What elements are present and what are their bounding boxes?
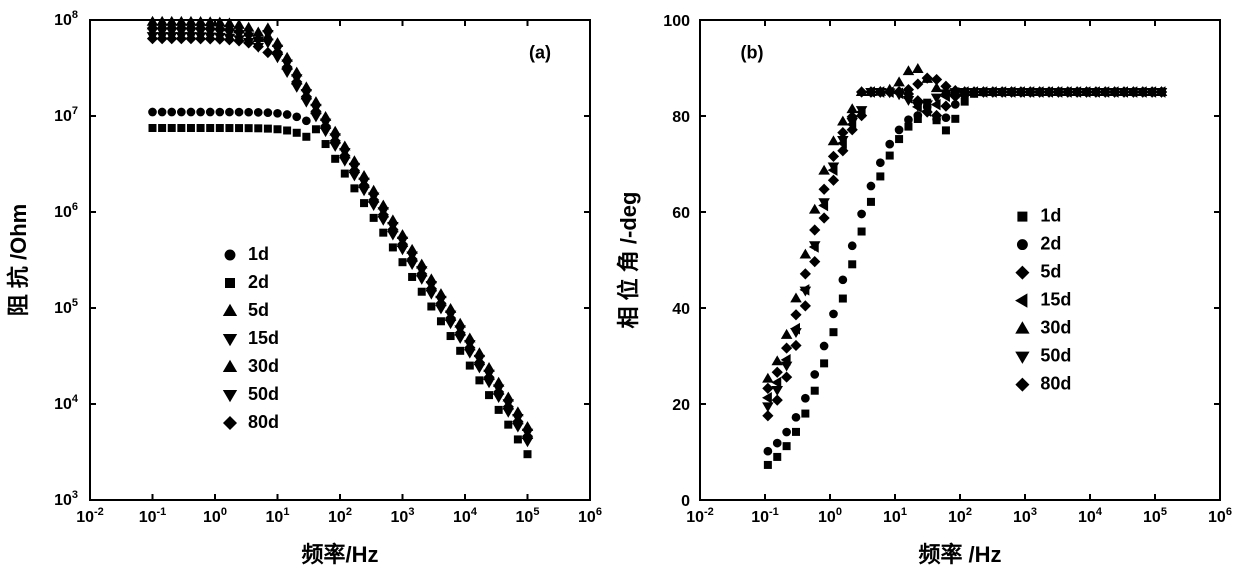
svg-text:频率 /Hz: 频率 /Hz (918, 542, 1001, 567)
svg-text:105: 105 (54, 297, 78, 317)
svg-text:15d: 15d (1040, 290, 1071, 310)
svg-text:频率/Hz: 频率/Hz (301, 542, 378, 567)
svg-text:102: 102 (328, 506, 352, 526)
svg-text:1d: 1d (1040, 206, 1061, 226)
svg-text:104: 104 (453, 506, 478, 526)
svg-text:10-2: 10-2 (686, 506, 714, 526)
svg-text:50d: 50d (248, 384, 279, 404)
svg-text:5d: 5d (248, 300, 269, 320)
svg-text:30d: 30d (1040, 318, 1071, 338)
svg-text:15d: 15d (248, 328, 279, 348)
panel-a-svg: 10-2 10-1 100 101 102 103 104 105 106 103 104 105 10… (0, 0, 610, 580)
svg-text:105: 105 (516, 506, 540, 526)
svg-text:103: 103 (1013, 506, 1037, 526)
svg-text:10-2: 10-2 (76, 506, 104, 526)
svg-text:105: 105 (1143, 506, 1167, 526)
panel-b: 10-2 10-1 100 101 102 103 104 105 106 0 20 40 60 80 10… (610, 0, 1240, 580)
svg-text:10-1: 10-1 (751, 506, 779, 526)
svg-text:106: 106 (54, 201, 78, 221)
svg-text:103: 103 (54, 489, 78, 509)
svg-text:0: 0 (681, 493, 690, 510)
svg-text:101: 101 (883, 506, 907, 526)
svg-text:相 位 角 /-deg: 相 位 角 /-deg (616, 192, 641, 329)
svg-text:阻 抗 /Ohm: 阻 抗 /Ohm (6, 204, 31, 316)
svg-text:30d: 30d (248, 356, 279, 376)
svg-text:60: 60 (672, 205, 690, 222)
svg-text:102: 102 (948, 506, 972, 526)
svg-text:100: 100 (818, 506, 842, 526)
svg-text:2d: 2d (1040, 234, 1061, 254)
bode-figure: 10-210-110010110210310410510610310410510… (0, 0, 1240, 580)
svg-text:104: 104 (54, 393, 79, 413)
svg-text:20: 20 (672, 397, 690, 414)
svg-text:104: 104 (1078, 506, 1103, 526)
svg-text:50d: 50d (1040, 346, 1071, 366)
svg-text:103: 103 (391, 506, 415, 526)
svg-text:108: 108 (54, 9, 78, 29)
svg-text:80d: 80d (248, 412, 279, 432)
svg-text:10-1: 10-1 (139, 506, 167, 526)
svg-text:40: 40 (672, 301, 690, 318)
svg-text:(a): (a) (529, 42, 551, 62)
svg-text:5d: 5d (1040, 262, 1061, 282)
svg-text:2d: 2d (248, 272, 269, 292)
svg-text:101: 101 (266, 506, 290, 526)
svg-text:1d: 1d (248, 244, 269, 264)
svg-text:107: 107 (54, 105, 78, 125)
svg-text:80d: 80d (1040, 374, 1071, 394)
panel-b-svg: 10-2 10-1 100 101 102 103 104 105 106 0 20 40 60 80 10… (610, 0, 1240, 580)
panel-a: 10-2 10-1 100 101 102 103 104 105 106 103 104 105 10… (0, 0, 610, 580)
svg-text:100: 100 (663, 13, 690, 30)
svg-text:80: 80 (672, 109, 690, 126)
svg-text:106: 106 (1208, 506, 1232, 526)
svg-text:106: 106 (578, 506, 602, 526)
svg-text:(b): (b) (741, 42, 764, 62)
svg-text:100: 100 (203, 506, 227, 526)
